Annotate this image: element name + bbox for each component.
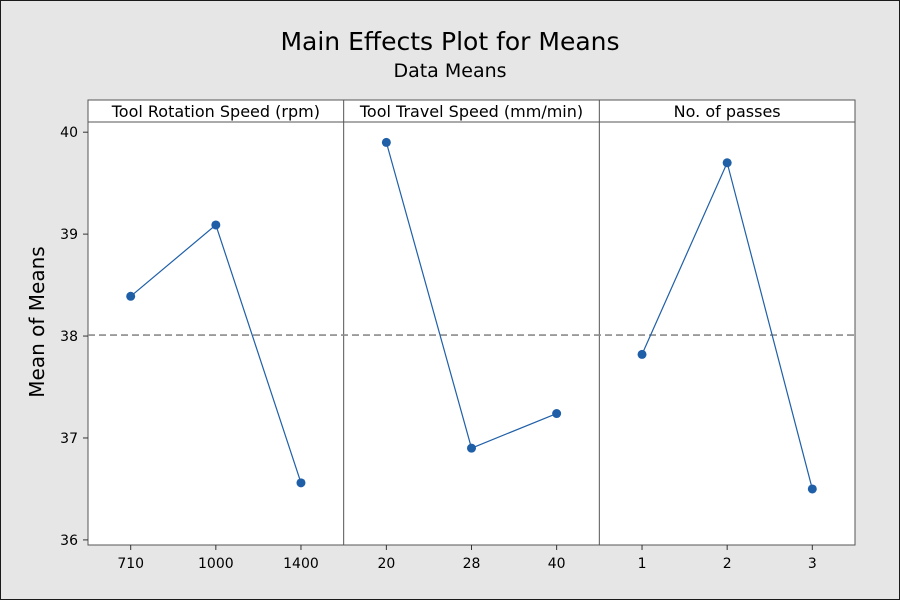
panel-label: Tool Rotation Speed (rpm)	[111, 102, 320, 121]
y-tick-label: 38	[60, 329, 78, 345]
data-point	[467, 443, 476, 453]
x-tick-label: 40	[548, 556, 566, 572]
x-tick-label: 20	[377, 556, 395, 572]
chart-title: Main Effects Plot for Means	[280, 27, 619, 56]
panel-label: Tool Travel Speed (mm/min)	[359, 102, 583, 121]
data-point	[552, 409, 562, 419]
data-point	[381, 137, 391, 147]
x-tick-label: 710	[117, 556, 144, 572]
y-tick-label: 39	[60, 227, 78, 243]
x-tick-label: 3	[808, 556, 817, 572]
y-tick-label: 40	[60, 125, 78, 141]
data-point	[722, 158, 732, 168]
y-tick-label: 37	[60, 431, 78, 447]
data-point	[211, 220, 221, 230]
x-tick-label: 2	[723, 556, 732, 572]
data-point	[126, 291, 136, 301]
y-tick-label: 36	[60, 533, 78, 549]
x-tick-label: 1000	[198, 556, 234, 572]
chart-subtitle: Data Means	[393, 60, 506, 82]
panel-label: No. of passes	[674, 102, 781, 121]
x-tick-label: 1400	[283, 556, 319, 572]
data-point	[807, 484, 817, 494]
x-tick-label: 28	[463, 556, 481, 572]
y-axis-label: Mean of Means	[25, 246, 49, 397]
data-point	[296, 478, 306, 488]
plot-area	[87, 99, 856, 546]
x-tick-label: 1	[638, 556, 647, 572]
data-point	[637, 349, 647, 359]
